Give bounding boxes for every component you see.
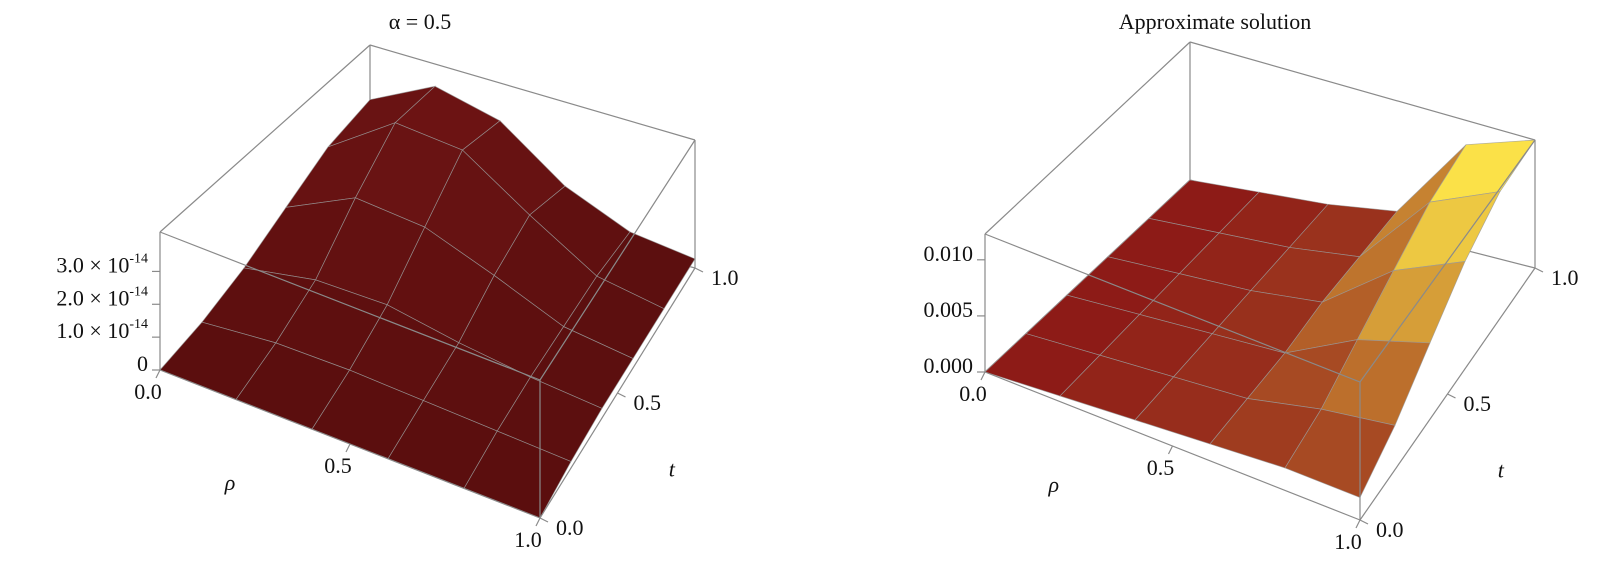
y-axis-label: t [669, 457, 676, 482]
x-axis-label: ρ [1047, 472, 1059, 497]
x-tick-label: 0.5 [324, 453, 352, 478]
box-edge [369, 44, 696, 141]
x-axis-label: ρ [224, 470, 236, 495]
x-tick [535, 517, 541, 527]
z-tick-text: 2.0 × 10 [56, 285, 129, 310]
x-tick [155, 369, 161, 379]
x-tick-label: 0.0 [959, 381, 987, 406]
y-tick [1534, 267, 1544, 273]
y-tick-label: 0.5 [1464, 391, 1492, 416]
z-tick-label: 1.0 × 10-14 [56, 317, 148, 343]
y-tick-label: 0.5 [634, 390, 662, 415]
y-tick-label: 0.0 [556, 515, 584, 540]
box-edge [1359, 139, 1536, 383]
y-tick-label: 1.0 [1551, 265, 1579, 290]
x-tick [345, 443, 351, 453]
z-tick-label: 0.010 [924, 241, 974, 266]
x-tick [1355, 519, 1361, 529]
y-tick [1359, 519, 1369, 525]
chart-title: α = 0.5 [389, 9, 451, 34]
z-tick-label: 0.005 [924, 297, 974, 322]
z-tick-text: 0.005 [924, 297, 974, 322]
x-tick-label: 1.0 [514, 527, 542, 552]
box-edge [984, 233, 1361, 383]
box-edge [159, 44, 371, 233]
z-tick-exponent: -14 [129, 317, 148, 332]
y-tick [1447, 393, 1456, 399]
z-tick-exponent: -14 [129, 285, 148, 300]
z-tick-label: 3.0 × 10-14 [56, 252, 148, 278]
box-edge [159, 231, 541, 381]
z-tick-text: 3.0 × 10 [56, 252, 129, 277]
x-tick-label: 1.0 [1334, 529, 1362, 554]
y-tick-label: 0.0 [1376, 517, 1404, 542]
x-tick-label: 0.0 [134, 379, 162, 404]
z-tick-text: 0.000 [924, 353, 974, 378]
z-tick-text: 0.010 [924, 241, 974, 266]
box-edge [984, 41, 1191, 235]
z-tick-exponent: -14 [129, 252, 148, 267]
box-edge [1189, 41, 1536, 141]
surface-patch [1284, 408, 1396, 499]
z-tick-label: 2.0 × 10-14 [56, 285, 148, 311]
box-edge [539, 139, 696, 381]
z-tick-label: 0.000 [924, 353, 974, 378]
y-tick [694, 267, 704, 273]
x-tick [1167, 445, 1174, 455]
z-tick-label: 0 [137, 351, 148, 376]
chart-title: Approximate solution [1119, 9, 1311, 34]
y-axis-label: t [1498, 458, 1505, 483]
y-tick [539, 517, 549, 523]
y-tick [617, 392, 626, 398]
x-tick-label: 0.5 [1147, 455, 1175, 480]
y-tick-label: 1.0 [711, 265, 739, 290]
z-tick-text: 1.0 × 10 [56, 318, 129, 343]
x-tick [980, 371, 986, 381]
